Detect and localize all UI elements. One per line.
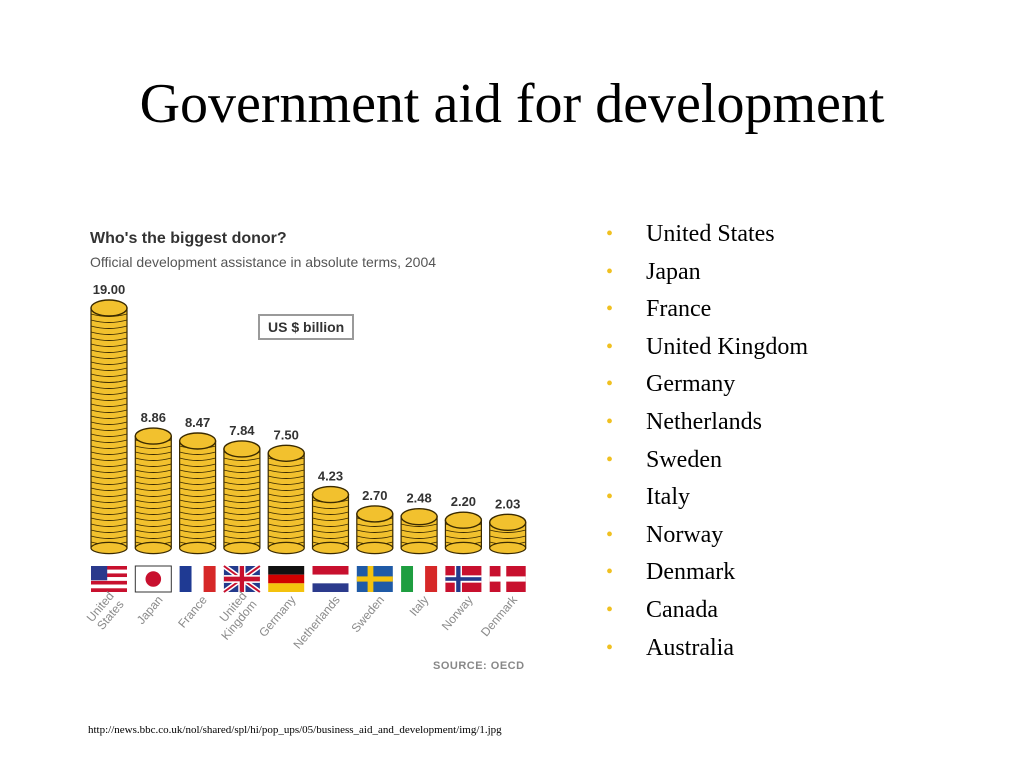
slide-title: Government aid for development: [139, 73, 885, 135]
bar-coin-stack: [356, 505, 394, 555]
tick-label: Italy: [407, 593, 432, 619]
chart-title: Who's the biggest donor?: [90, 230, 287, 247]
bullet-icon: •: [606, 298, 614, 321]
bullet-icon: •: [606, 335, 614, 358]
bullet-icon: •: [606, 486, 614, 509]
donor-coin-chart: 19.00 UnitedStates 8.86 Japan 8.47 France 7.84…: [84, 282, 527, 652]
unit-label-box: US $ billion: [258, 314, 355, 340]
tick-label: Sweden: [348, 593, 387, 635]
bar-coin-stack: [311, 485, 350, 555]
donor-bullet-list: • United States • Japan • France • United Kingd…: [606, 216, 808, 667]
bar-coin-stack: [267, 444, 305, 555]
tick-label: UnitedKingdom: [208, 589, 259, 643]
bullet-item: • Norway: [606, 517, 808, 555]
bullet-item: • Denmark: [606, 554, 808, 592]
bullet-text: Japan: [646, 258, 701, 285]
flag-it-icon: [401, 566, 438, 592]
bullet-text: Norway: [646, 521, 724, 548]
flag-fr-icon: [179, 566, 216, 592]
bullet-item: • Canada: [606, 592, 808, 630]
flag-uk-icon: [222, 563, 262, 595]
bullet-item: • Sweden: [606, 442, 808, 480]
bullet-icon: •: [606, 410, 614, 433]
data-label: 7.50: [274, 427, 299, 442]
flag-no-icon: [445, 566, 482, 592]
bullet-text: Australia: [646, 634, 734, 661]
data-label: 7.84: [229, 423, 255, 438]
tick-label: Japan: [134, 593, 166, 627]
data-label: 2.48: [406, 491, 431, 506]
bullet-icon: •: [606, 598, 614, 621]
bullet-text: Sweden: [646, 446, 722, 473]
bar-coin-stack: [400, 507, 438, 555]
bullet-item: • United States: [606, 216, 808, 254]
data-label: 2.70: [362, 488, 387, 503]
bullet-text: United Kingdom: [646, 333, 808, 360]
bar-coin-stack: [489, 513, 527, 555]
tick-label: Norway: [439, 593, 476, 633]
bullet-text: Denmark: [646, 559, 736, 586]
bullet-text: Netherlands: [646, 408, 762, 435]
bullet-text: United States: [646, 221, 775, 247]
bar-coin-stack: [90, 299, 128, 555]
flag-us-icon: [91, 566, 127, 592]
tick-label: Germany: [256, 593, 298, 640]
data-label: 4.23: [318, 469, 343, 484]
flag-dk-icon: [489, 566, 526, 592]
data-label: 2.03: [495, 496, 520, 511]
bullet-icon: •: [606, 260, 614, 283]
bullet-icon: •: [606, 561, 614, 584]
flag-nl-icon: [312, 566, 349, 592]
chart-subtitle: Official development assistance in absol…: [90, 254, 437, 270]
bullet-icon: •: [606, 523, 614, 546]
source-url[interactable]: http://news.bbc.co.uk/nol/shared/spl/hi/…: [88, 724, 502, 736]
bullet-text: Italy: [646, 484, 690, 511]
bullet-icon: •: [606, 636, 614, 659]
data-label: 8.86: [141, 410, 166, 425]
bullet-icon: •: [606, 373, 614, 396]
bullet-item: • Japan: [606, 254, 808, 292]
chart-source: SOURCE: OECD: [433, 660, 525, 672]
bar-coin-stack: [444, 511, 483, 555]
flag-jp-icon: [134, 565, 172, 593]
bullet-item: • Australia: [606, 630, 808, 668]
bullet-item: • United Kingdom: [606, 329, 808, 367]
bullet-item: • Italy: [606, 479, 808, 517]
bar-coin-stack: [134, 427, 173, 555]
bullet-item: • France: [606, 291, 808, 329]
tick-label: Netherlands: [290, 593, 342, 652]
tick-label: UnitedStates: [84, 589, 127, 633]
bar-coin-stack: [223, 440, 261, 555]
bullet-icon: •: [606, 448, 614, 471]
data-label: 2.20: [451, 494, 476, 509]
bullet-text: Germany: [646, 371, 736, 398]
bullet-icon: •: [606, 223, 614, 245]
bullet-item: • Germany: [606, 366, 808, 404]
tick-label: Denmark: [478, 592, 521, 639]
bullet-text: Canada: [646, 596, 718, 623]
data-label: 8.47: [185, 415, 210, 430]
flag-se-icon: [356, 566, 393, 592]
tick-label: France: [175, 593, 210, 631]
bullet-text: France: [646, 296, 712, 323]
flag-de-icon: [268, 566, 305, 592]
bar-coin-stack: [178, 432, 217, 555]
bullet-item: • Netherlands: [606, 404, 808, 442]
data-label: 19.00: [93, 282, 126, 297]
